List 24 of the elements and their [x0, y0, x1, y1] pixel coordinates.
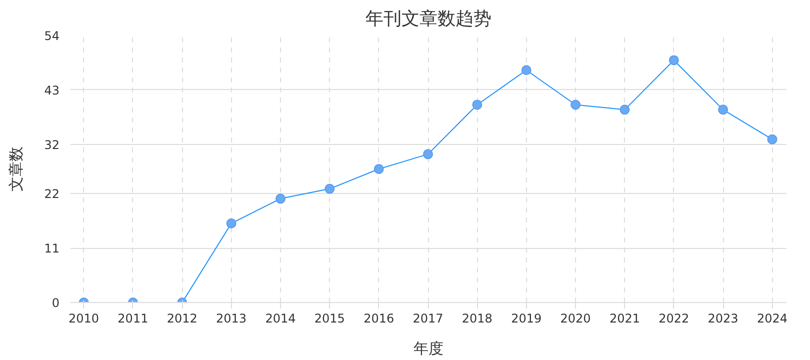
x-tick-label: 2019 — [511, 312, 542, 326]
y-tick-label: 22 — [44, 187, 60, 202]
y-tick-label: 43 — [44, 83, 60, 98]
x-tick-label: 2013 — [216, 312, 247, 326]
x-tick-label: 2020 — [560, 312, 591, 326]
x-tick-label: 2015 — [314, 312, 345, 326]
x-tick-label: 2012 — [166, 312, 198, 326]
y-tick-label: 54 — [44, 29, 60, 43]
x-tick-label: 2017 — [412, 312, 444, 326]
y-tick-label: 32 — [44, 138, 60, 152]
x-tick-label: 2011 — [118, 312, 148, 326]
x-tick-label: 2023 — [708, 312, 738, 326]
x-tick-label: 2014 — [265, 312, 296, 326]
y-axis-title: 文章数 — [7, 146, 26, 192]
x-tick-label: 2010 — [68, 312, 100, 326]
x-tick-label: 2022 — [658, 312, 690, 326]
y-tick-label: 0 — [52, 296, 60, 310]
y-tick-label: 11 — [44, 242, 60, 256]
x-axis-title: 年度 — [414, 340, 444, 358]
x-tick-label: 2021 — [609, 312, 640, 326]
x-tick-label: 2024 — [756, 312, 788, 326]
chart-title: 年刊文章数趋势 — [366, 8, 492, 30]
x-tick-label: 2016 — [364, 312, 394, 326]
x-tick-label: 2018 — [462, 312, 492, 326]
